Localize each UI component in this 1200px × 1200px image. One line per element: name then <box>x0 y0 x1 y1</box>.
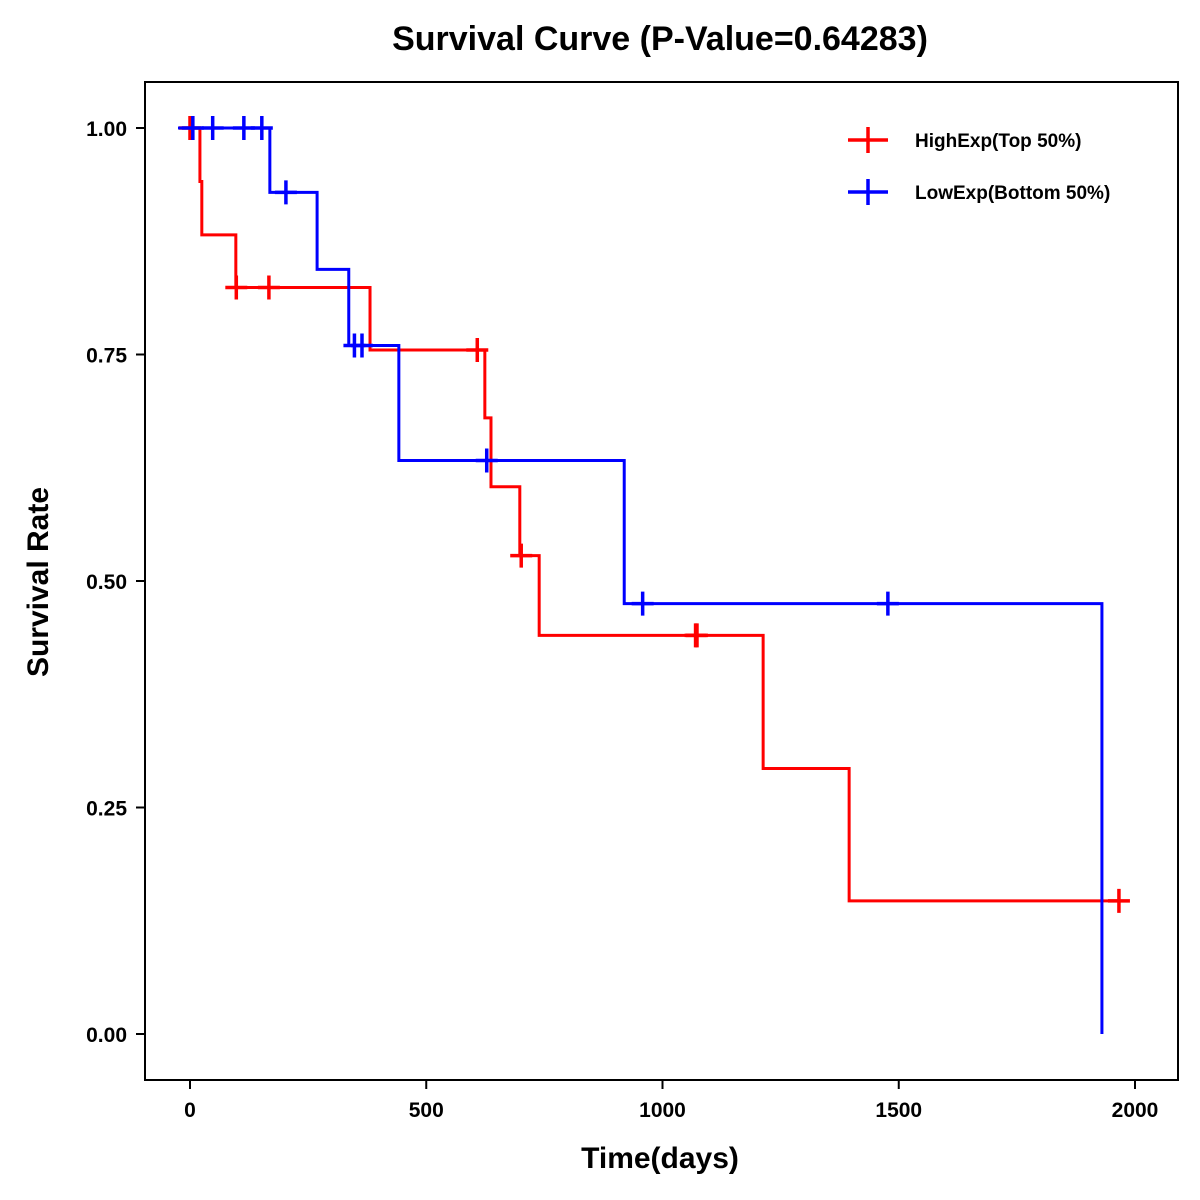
legend-item: LowExp(Bottom 50%) <box>848 179 1110 205</box>
censor-mark <box>201 116 224 140</box>
censor-mark <box>685 623 708 648</box>
y-axis-label: Survival Rate <box>22 487 55 677</box>
x-tick-label: 2000 <box>1112 1099 1159 1122</box>
survival-step-line <box>178 126 1104 1034</box>
y-tick-label: 1.00 <box>86 118 127 141</box>
censor-mark <box>225 275 248 300</box>
censor-mark <box>876 591 899 616</box>
legend-swatch <box>848 127 888 153</box>
censor-mark <box>510 543 533 568</box>
series-high-exp <box>178 116 1130 913</box>
censor-mark <box>475 448 498 473</box>
y-tick-label: 0.75 <box>86 345 127 368</box>
legend-label: HighExp(Top 50%) <box>915 131 1081 152</box>
censor-mark <box>181 116 204 140</box>
legend-label: LowExp(Bottom 50%) <box>915 183 1110 204</box>
y-tick-label: 0.25 <box>86 798 127 821</box>
legend: HighExp(Top 50%) LowExp(Bottom 50%) <box>848 127 1110 205</box>
x-axis: 0 500 1000 1500 2000 <box>184 1080 1158 1122</box>
y-tick-label: 0.00 <box>86 1024 127 1047</box>
x-tick-label: 1000 <box>639 1099 686 1122</box>
censor-mark <box>250 116 273 140</box>
y-tick-label: 0.50 <box>86 571 127 594</box>
censor-mark <box>466 337 489 362</box>
x-tick-label: 500 <box>409 1099 444 1122</box>
censor-mark <box>274 180 297 205</box>
survival-step-line <box>178 126 1119 903</box>
x-axis-label: Time(days) <box>581 1142 739 1175</box>
censor-mark <box>257 275 280 300</box>
series-low-exp <box>178 116 1104 1034</box>
series-layer <box>178 116 1130 1034</box>
censor-mark <box>631 591 654 616</box>
legend-item: HighExp(Top 50%) <box>848 127 1081 153</box>
x-tick-label: 1500 <box>875 1099 922 1122</box>
y-axis: 0.00 0.25 0.50 0.75 1.00 <box>86 118 145 1047</box>
x-tick-label: 0 <box>184 1099 196 1122</box>
chart-title: Survival Curve (P-Value=0.64283) <box>392 20 928 58</box>
censor-mark <box>350 333 373 358</box>
censor-mark <box>1107 888 1130 913</box>
legend-swatch <box>848 179 888 205</box>
plot-frame <box>144 81 1179 1081</box>
